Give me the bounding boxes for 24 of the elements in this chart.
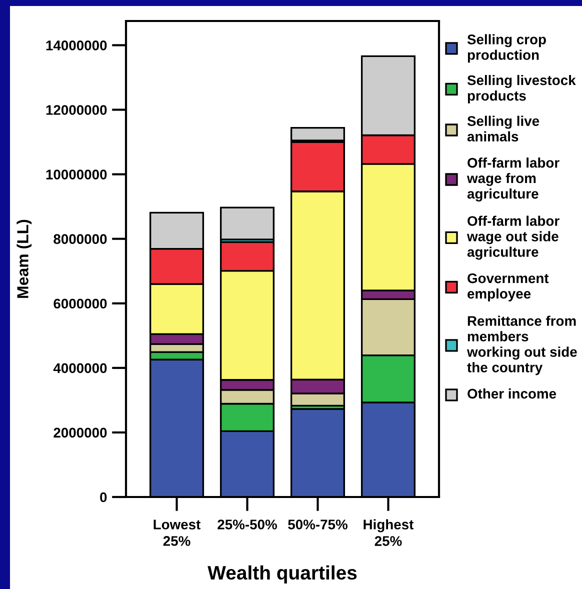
bar: [220, 206, 275, 240]
legend-label: Remittance from members working out side the country: [466, 316, 577, 376]
legend-label: Government employee: [468, 273, 549, 302]
legend-label: Off-farm labor wage from agriculture: [466, 158, 560, 202]
y-tick-label: 0: [100, 492, 107, 502]
y-tick-label: 6000000: [54, 298, 107, 309]
legend-label: Off-farm labor wage out side agriculture: [466, 216, 560, 260]
x-tick-label: 50%-75%: [288, 520, 348, 530]
legend-label: Other income: [468, 388, 556, 399]
y-tick-label: 8000000: [54, 234, 107, 244]
y-tick-label: 2000000: [54, 428, 107, 438]
y-tick-label: 14000000: [46, 40, 107, 50]
y-tick-label: 10000000: [46, 170, 107, 180]
legend-label: Selling crop production: [467, 34, 546, 63]
y-axis-title: Meam (LL): [16, 220, 32, 298]
x-tick-label: Highest 25%: [364, 519, 414, 546]
x-axis-title: Wealth quartiles: [208, 565, 357, 584]
x-tick-label: 25%-50%: [218, 520, 277, 530]
x-tick-label: Lowest 25%: [154, 520, 201, 546]
y-tick-label: 4000000: [53, 363, 107, 374]
legend-label: Selling livestock products: [467, 74, 576, 104]
y-tick-label: 12000000: [46, 105, 107, 115]
bar: [290, 126, 346, 142]
legend-label: Selling live animals: [467, 116, 540, 142]
